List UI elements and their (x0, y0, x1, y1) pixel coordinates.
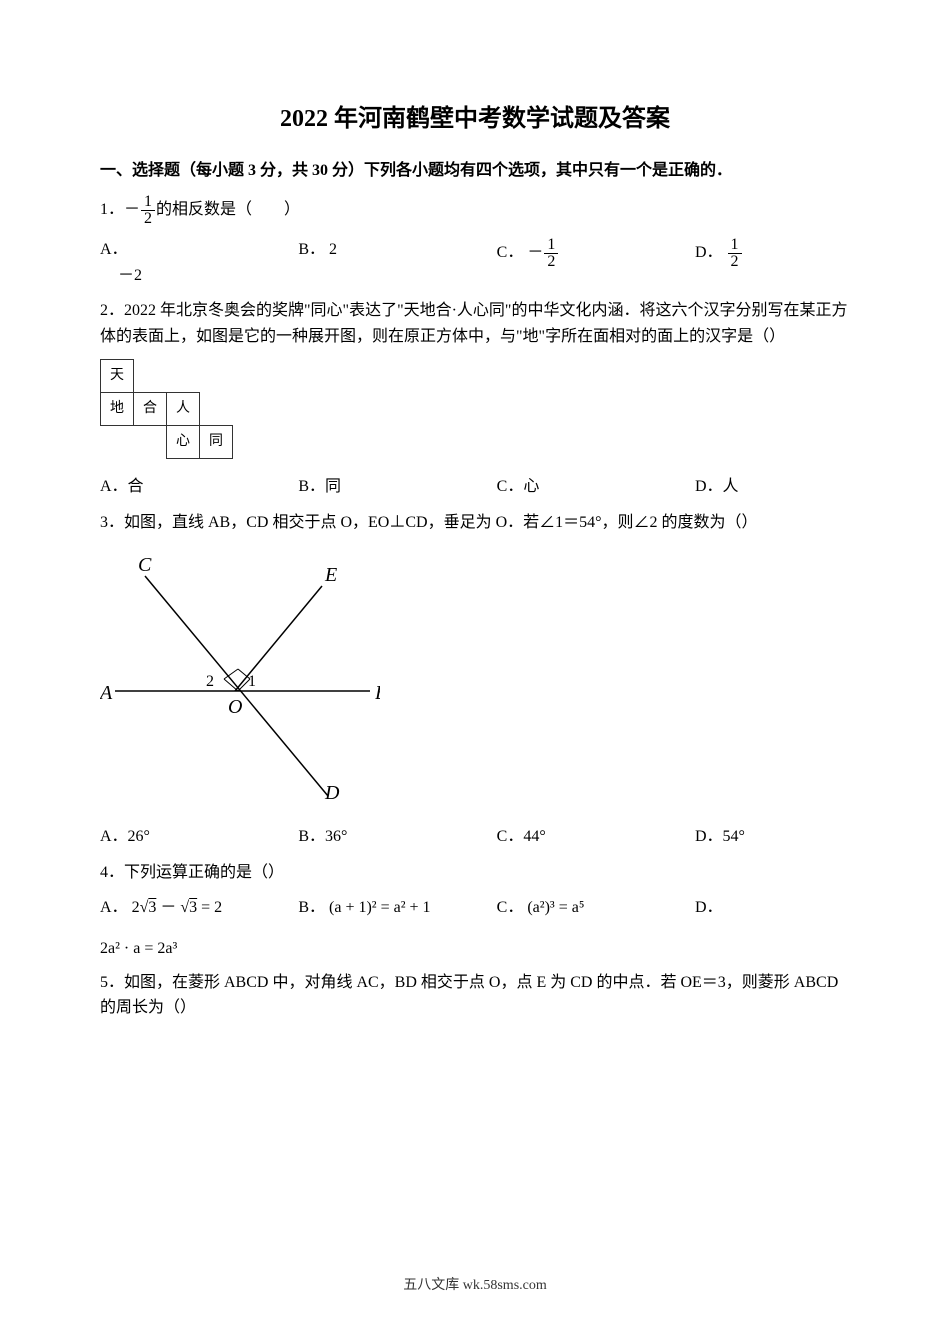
q3-svg: C E A B D O 1 2 (100, 551, 380, 801)
q4-opt-b-expr: (a + 1)² = a² + 1 (329, 899, 431, 916)
q1-fraction: 12 (141, 194, 155, 227)
label-e: E (324, 564, 337, 586)
q4-opt-b: B． (a + 1)² = a² + 1 (298, 895, 453, 921)
label-b: B (375, 682, 380, 704)
q4-opt-d-expr: 2a² · a = 2a³ (100, 940, 177, 957)
q4-opt-c-expr: (a²)³ = a⁵ (527, 899, 584, 916)
q1-stem-suffix: 的相反数是（ ） (156, 201, 300, 218)
cube-empty (101, 426, 134, 459)
cube-empty (200, 360, 233, 393)
q1-opt-b-value: 2 (329, 241, 337, 258)
q4-opt-d-next-line: 2a² · a = 2a³ (100, 936, 850, 962)
q1-opt-d-den: 2 (728, 254, 742, 270)
q4a-mid: － √ (156, 899, 189, 916)
q3-figure: C E A B D O 1 2 (100, 551, 850, 810)
q4-opt-a: A． 2√3 － √3 = 2 (100, 895, 255, 921)
q3-opt-c: C．44° (497, 824, 652, 850)
q4-opt-c: C． (a²)³ = a⁵ (497, 895, 652, 921)
question-3: 3．如图，直线 AB，CD 相交于点 O，EO⊥CD，垂足为 O．若∠1＝54°… (100, 510, 850, 536)
label-d: D (324, 782, 340, 801)
cube-cell-地: 地 (101, 393, 134, 426)
page-footer: 五八文库 wk.58sms.com (0, 1274, 950, 1294)
q4a-p2: = 2 (197, 899, 222, 916)
q3-opt-d: D．54° (695, 824, 850, 850)
cube-cell-人: 人 (167, 393, 200, 426)
cube-cell-天: 天 (101, 360, 134, 393)
question-2: 2．2022 年北京冬奥会的奖牌"同心"表达了"天地合·人心同"的中华文化内涵．… (100, 298, 850, 349)
q2-opt-a: A．合 (100, 474, 255, 500)
page-title: 2022 年河南鹤壁中考数学试题及答案 (100, 100, 850, 138)
label-angle-2: 2 (206, 673, 214, 690)
cube-cell-同: 同 (200, 426, 233, 459)
cube-empty (134, 426, 167, 459)
q2-opt-c: C．心 (497, 474, 652, 500)
q2-opt-d: D．人 (695, 474, 850, 500)
q1-opt-a: A． －2 (100, 237, 255, 288)
q2-opt-b: B．同 (298, 474, 453, 500)
question-1: 1．－12的相反数是（ ） (100, 194, 850, 227)
cube-empty (200, 393, 233, 426)
cube-empty (134, 360, 167, 393)
q3-options: A．26° B．36° C．44° D．54° (100, 824, 850, 850)
q1-frac-prefix: － (124, 201, 140, 218)
q1-opt-b: B． 2 (298, 237, 453, 288)
q4-opt-d-label: D． (695, 899, 723, 916)
q4-opt-c-label: C． (497, 899, 524, 916)
label-o: O (228, 696, 242, 718)
q1-opt-b-label: B． (298, 241, 325, 258)
q1-opt-d-frac: 12 (728, 237, 742, 270)
question-5: 5．如图，在菱形 ABCD 中，对角线 AC，BD 相交于点 O，点 E 为 C… (100, 970, 850, 1021)
q4a-rad2: 3 (189, 899, 197, 916)
q1-opt-a-value: －2 (118, 267, 142, 284)
cube-empty (167, 360, 200, 393)
q1-frac-num: 1 (141, 194, 155, 211)
q4-opt-a-expr: 2√3 － √3 = 2 (132, 899, 223, 916)
q1-opt-d: D． 12 (695, 237, 850, 288)
label-angle-1: 1 (248, 673, 256, 690)
q1-opt-d-num: 1 (728, 237, 742, 254)
q1-opt-c: C． －12 (497, 237, 652, 288)
q1-frac-den: 2 (141, 211, 155, 227)
q1-opt-d-label: D． (695, 244, 723, 261)
q2-options: A．合 B．同 C．心 D．人 (100, 474, 850, 500)
q1-stem-prefix: 1． (100, 201, 124, 218)
section-heading: 一、选择题（每小题 3 分，共 30 分）下列各小题均有四个选项，其中只有一个是… (100, 158, 850, 184)
q3-opt-b: B．36° (298, 824, 453, 850)
q3-stem: 3．如图，直线 AB，CD 相交于点 O，EO⊥CD，垂足为 O．若∠1＝54°… (100, 514, 758, 531)
line-cd (145, 576, 328, 796)
q1-opt-c-num: 1 (544, 237, 558, 254)
label-c: C (138, 554, 152, 576)
q4-opt-d: D． (695, 895, 850, 921)
label-a: A (100, 682, 113, 704)
q1-opt-c-frac: 12 (544, 237, 558, 270)
cube-cell-心: 心 (167, 426, 200, 459)
q1-options: A． －2 B． 2 C． －12 D． 12 (100, 237, 850, 288)
q1-opt-c-label: C． (497, 244, 524, 261)
q4-opt-a-label: A． (100, 899, 128, 916)
cube-cell-合: 合 (134, 393, 167, 426)
q4a-p1: 2√ (132, 899, 149, 916)
question-4: 4．下列运算正确的是（） (100, 860, 850, 886)
q4-opt-b-label: B． (298, 899, 325, 916)
q4-options-line1: A． 2√3 － √3 = 2 B． (a + 1)² = a² + 1 C． … (100, 895, 850, 921)
q1-opt-c-prefix: － (527, 244, 543, 261)
q1-opt-c-den: 2 (544, 254, 558, 270)
q3-opt-a: A．26° (100, 824, 255, 850)
q1-opt-a-label: A． (100, 241, 128, 258)
q2-cube-net: 天 地 合 人 心 同 (100, 359, 850, 459)
